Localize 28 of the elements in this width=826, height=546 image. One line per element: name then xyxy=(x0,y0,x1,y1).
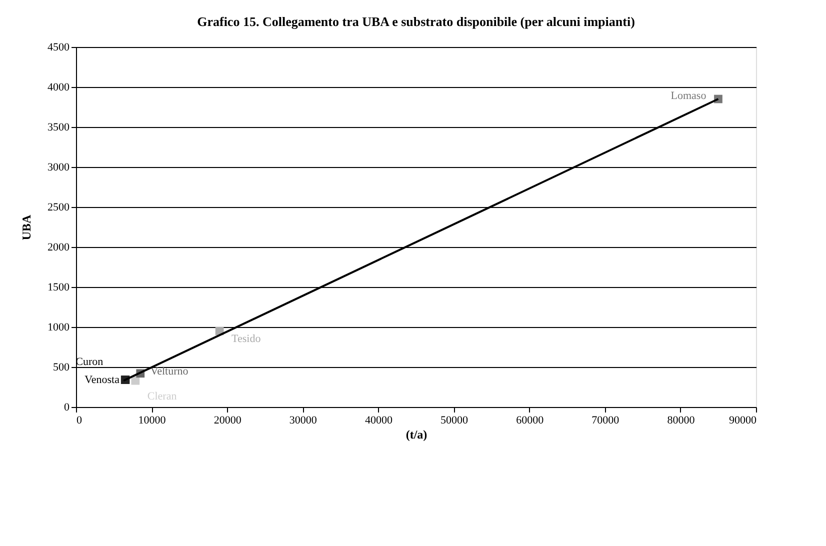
x-tick-label: 30000 xyxy=(289,414,318,426)
y-tick-label: 1500 xyxy=(48,282,70,294)
series-label: Lomaso xyxy=(670,90,707,102)
series-label: Tesido xyxy=(232,333,262,345)
y-tick-label: 2500 xyxy=(48,202,70,214)
x-tick-label: 40000 xyxy=(364,414,393,426)
y-tick-label: 4500 xyxy=(48,42,70,54)
y-tick-label: 3000 xyxy=(48,162,70,174)
y-tick-label: 2000 xyxy=(48,242,70,254)
y-axis-title: UBA xyxy=(20,214,34,240)
x-tick-label: 50000 xyxy=(440,414,469,426)
x-tick-label: 90000 xyxy=(729,414,757,426)
x-tick-label: 60000 xyxy=(516,414,544,426)
chart-title: Grafico 15. Collegamento tra UBA e substrato disponibile (per alcuni impianti) xyxy=(197,14,635,29)
y-tick-label: 0 xyxy=(64,402,70,414)
point xyxy=(131,376,140,385)
x-axis-title: (t/a) xyxy=(406,428,428,442)
y-tick-label: 1000 xyxy=(48,322,70,334)
series-label: Velturno xyxy=(150,365,189,378)
x-tick-label: 20000 xyxy=(214,414,242,426)
x-tick-label: 0 xyxy=(76,414,82,426)
y-tick-label: 4000 xyxy=(48,82,70,94)
x-tick-label: 80000 xyxy=(667,414,696,426)
x-tick-label: 10000 xyxy=(138,414,166,426)
series-label: Venosta xyxy=(84,374,120,386)
y-tick-label: 500 xyxy=(53,362,70,374)
x-tick-label: 70000 xyxy=(592,414,620,426)
y-tick-label: 3500 xyxy=(48,122,70,134)
